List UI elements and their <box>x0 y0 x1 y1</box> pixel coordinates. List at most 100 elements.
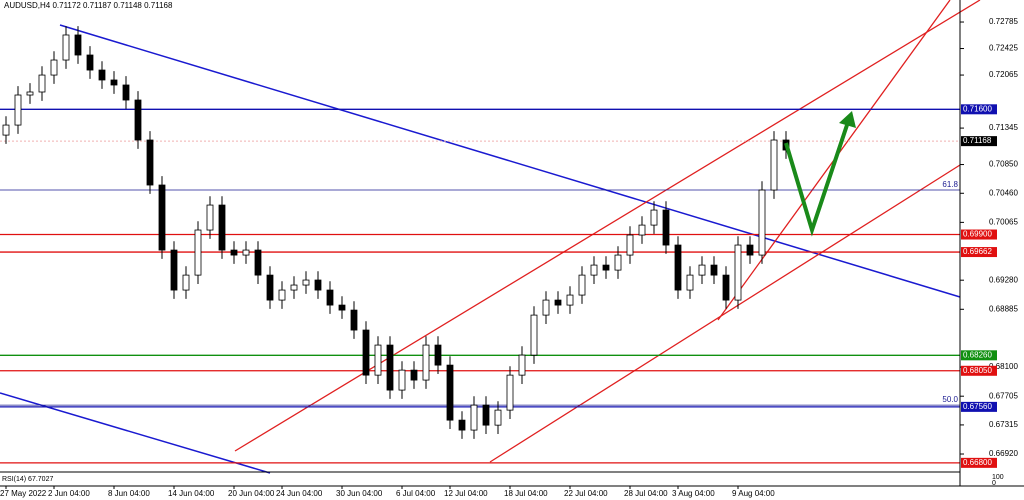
green-arrow <box>784 121 850 237</box>
arrow-head <box>839 111 856 128</box>
y-tick-label: 0.67705 <box>989 391 1018 400</box>
candle-body <box>506 374 514 411</box>
candle-body <box>14 94 22 126</box>
candle-body <box>398 369 406 391</box>
candle-body <box>38 74 46 93</box>
candle-body <box>386 344 394 391</box>
y-tick-label: 0.68885 <box>989 304 1018 313</box>
level-label: 0.66800 <box>963 458 992 467</box>
level-label-box <box>961 457 997 468</box>
candle-body <box>206 204 214 231</box>
y-tick-label: 0.72785 <box>989 17 1018 26</box>
y-tick-label: 0.67315 <box>989 420 1018 429</box>
candle-body <box>458 419 466 431</box>
chart-title: AUDUSD,H4 0.71172 0.71187 0.71148 0.7116… <box>4 1 173 10</box>
level-label: 0.68260 <box>963 350 992 359</box>
level-label: 0.71168 <box>963 136 992 145</box>
candle-body <box>734 244 742 301</box>
candle-body <box>62 34 70 61</box>
arrow <box>784 111 856 237</box>
candle-body <box>350 309 358 331</box>
level-label-box <box>961 104 997 115</box>
candle-body <box>602 264 610 271</box>
candle-body <box>650 209 658 226</box>
x-tick-label: 8 Jun 04:00 <box>108 489 150 498</box>
x-tick-label: 3 Aug 04:00 <box>672 489 715 498</box>
candle-body <box>302 279 310 286</box>
y-tick-label: 0.72425 <box>989 44 1018 53</box>
candle-body <box>122 84 130 101</box>
candle-body <box>158 184 166 251</box>
candle-body <box>770 139 778 191</box>
level-label-box <box>961 350 997 361</box>
candle-body <box>230 249 238 256</box>
candle-body <box>626 234 634 256</box>
candle-body <box>518 354 526 376</box>
candles <box>2 26 790 439</box>
candle-body <box>554 299 562 306</box>
candle-body <box>86 54 94 71</box>
level-label-box <box>961 365 997 376</box>
candle-body <box>482 404 490 426</box>
trendline <box>489 164 961 463</box>
x-tick-label: 14 Jun 04:00 <box>168 489 215 498</box>
y-tick-label: 0.68100 <box>989 362 1018 371</box>
candle-body <box>722 274 730 301</box>
x-tick-label: 24 Jun 04:00 <box>276 489 323 498</box>
level-label: 0.71600 <box>963 104 992 113</box>
y-tick-label: 0.66920 <box>989 449 1018 458</box>
candle-body <box>218 204 226 251</box>
level-label: 0.69662 <box>963 247 992 256</box>
x-tick-label: 30 Jun 04:00 <box>336 489 383 498</box>
candle-body <box>470 404 478 431</box>
candle-body <box>446 364 454 421</box>
candle-body <box>662 209 670 246</box>
candle-body <box>746 244 754 256</box>
candle-body <box>494 409 502 426</box>
fib-label: 50.0 <box>942 395 958 404</box>
level-label-box <box>961 247 997 258</box>
level-label: 0.69900 <box>963 230 992 239</box>
candle-body <box>242 249 250 256</box>
candle-body <box>314 279 322 291</box>
candle-body <box>338 304 346 311</box>
candle-body <box>362 329 370 376</box>
x-tick-label: 12 Jul 04:00 <box>444 489 488 498</box>
indicator-tick: 100 <box>992 474 1004 481</box>
indicator-label: RSI(14) 67.7027 <box>2 476 53 483</box>
candle-body <box>434 344 442 366</box>
y-tick-label: 0.70065 <box>989 217 1018 226</box>
candle-body <box>590 264 598 276</box>
level-label: 0.67560 <box>963 402 992 411</box>
level-label-box <box>961 229 997 240</box>
candle-body <box>638 224 646 236</box>
candle-body <box>110 79 118 86</box>
candle-body <box>278 289 286 301</box>
candle-body <box>410 369 418 381</box>
candle-body <box>674 244 682 291</box>
candle-body <box>698 264 706 276</box>
candle-body <box>758 189 766 256</box>
x-tick-label: 9 Aug 04:00 <box>732 489 775 498</box>
fib-label: 61.8 <box>942 180 958 189</box>
x-tick-label: 20 Jun 04:00 <box>228 489 275 498</box>
candle-body <box>194 229 202 276</box>
candle-body <box>566 294 574 306</box>
x-tick-label: 22 Jul 04:00 <box>564 489 608 498</box>
y-tick-label: 0.72065 <box>989 70 1018 79</box>
level-label: 0.68050 <box>963 366 992 375</box>
candle-body <box>578 274 586 296</box>
level-label-box <box>961 401 997 412</box>
candle-body <box>170 249 178 291</box>
candle-body <box>374 344 382 376</box>
candle-body <box>146 139 154 186</box>
y-tick-label: 0.70850 <box>989 160 1018 169</box>
candle-body <box>26 91 34 96</box>
x-tick-label: 18 Jul 04:00 <box>504 489 548 498</box>
level-label-box <box>961 136 997 147</box>
candle-body <box>134 99 142 141</box>
candle-body <box>710 264 718 276</box>
candle-body <box>530 314 538 356</box>
candle-body <box>290 284 298 291</box>
